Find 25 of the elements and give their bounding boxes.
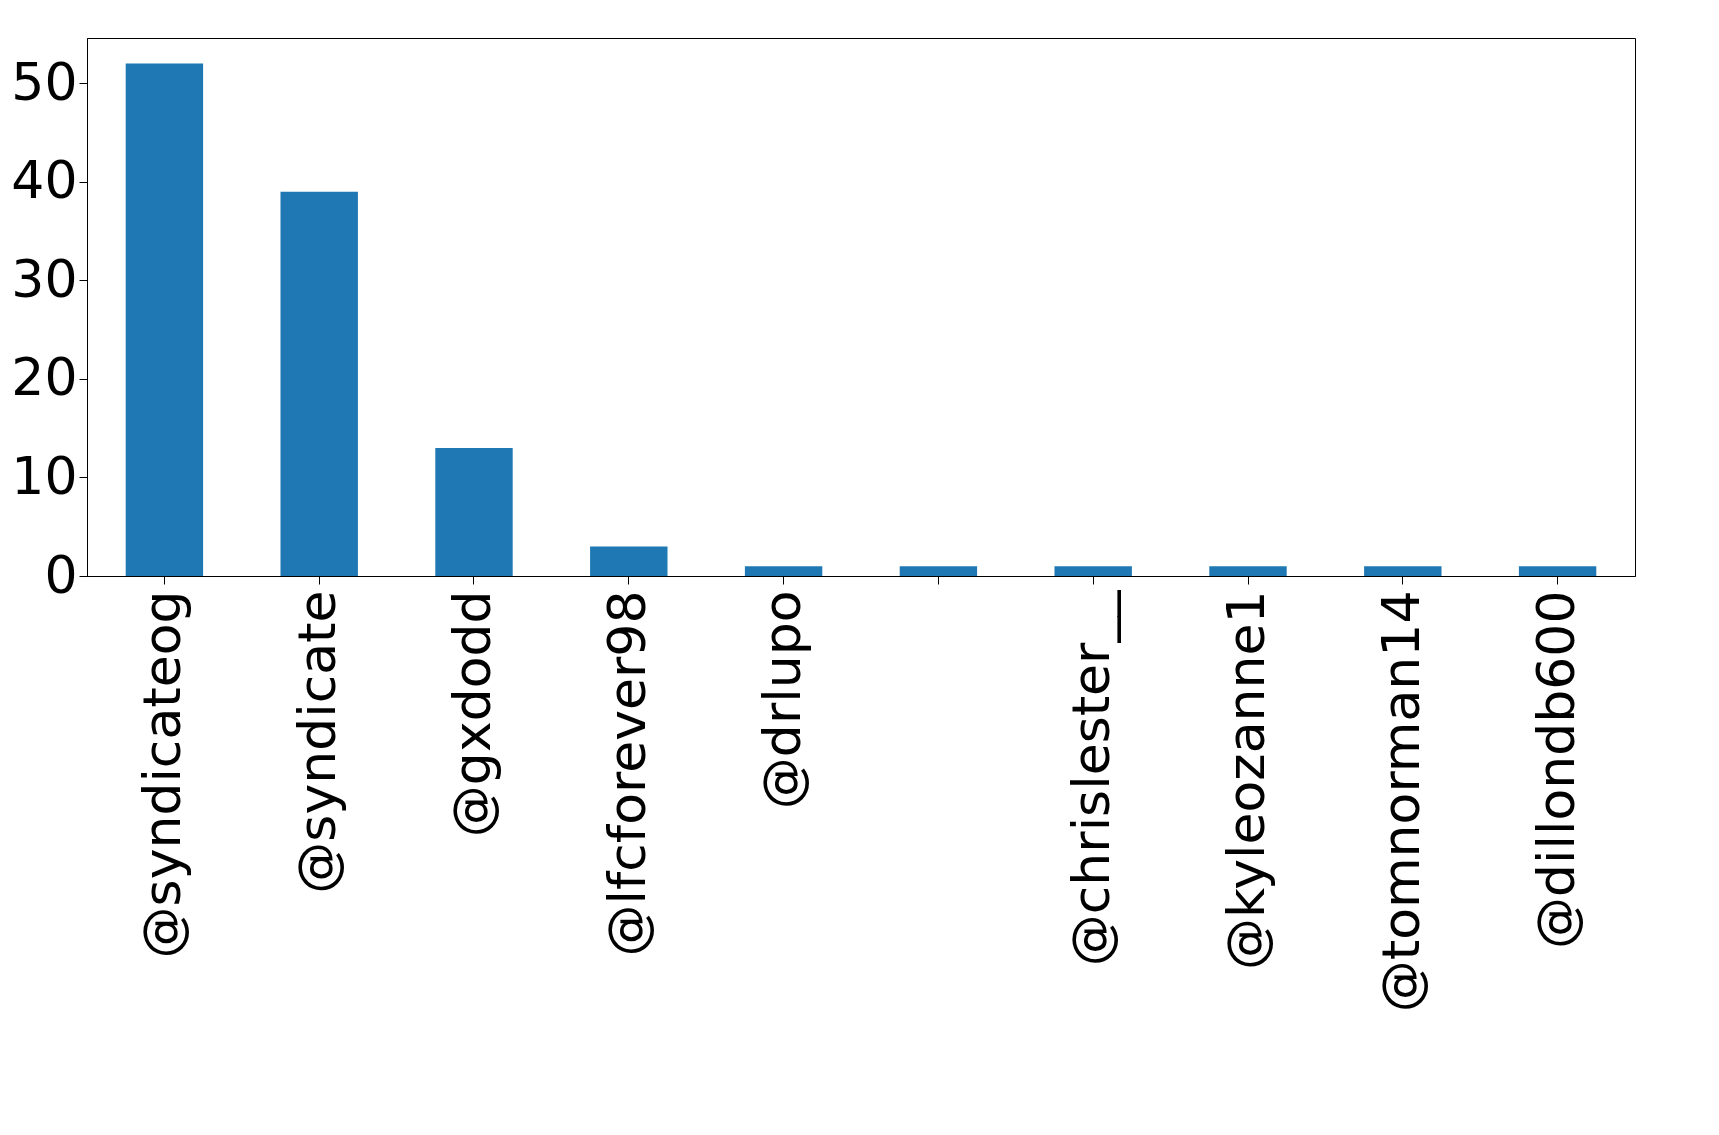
y-tick-label: 20 — [11, 347, 78, 408]
bar — [899, 566, 978, 576]
bar — [590, 546, 668, 576]
y-tick-label: 30 — [11, 248, 78, 309]
x-tick-label: @dillondb600 — [1525, 590, 1586, 949]
x-tick-label: @kyleozanne1 — [1216, 590, 1276, 970]
x-tick-label: @gxdodd — [442, 590, 502, 838]
x-tick-label: @lfcforever98 — [596, 590, 657, 957]
x-tick-label: @syndicate — [287, 590, 348, 894]
y-tick-label: 40 — [11, 150, 78, 211]
y-tick-label: 10 — [11, 445, 78, 506]
bar — [435, 447, 513, 576]
y-tick-label: 50 — [11, 51, 78, 112]
bar — [125, 63, 204, 576]
y-tick-label: 0 — [44, 544, 78, 605]
bar — [744, 566, 823, 576]
x-tick-label: @syndicateog — [132, 590, 193, 959]
bar — [1209, 566, 1287, 576]
bar — [280, 191, 358, 576]
bar — [1364, 566, 1442, 576]
bar — [1054, 566, 1132, 576]
x-tick-label: @drlupo — [751, 590, 812, 810]
x-tick-label: @chrislester__ — [1061, 589, 1122, 967]
bar — [1518, 566, 1597, 576]
x-tick-label: @tomnorman14 — [1370, 590, 1431, 1013]
